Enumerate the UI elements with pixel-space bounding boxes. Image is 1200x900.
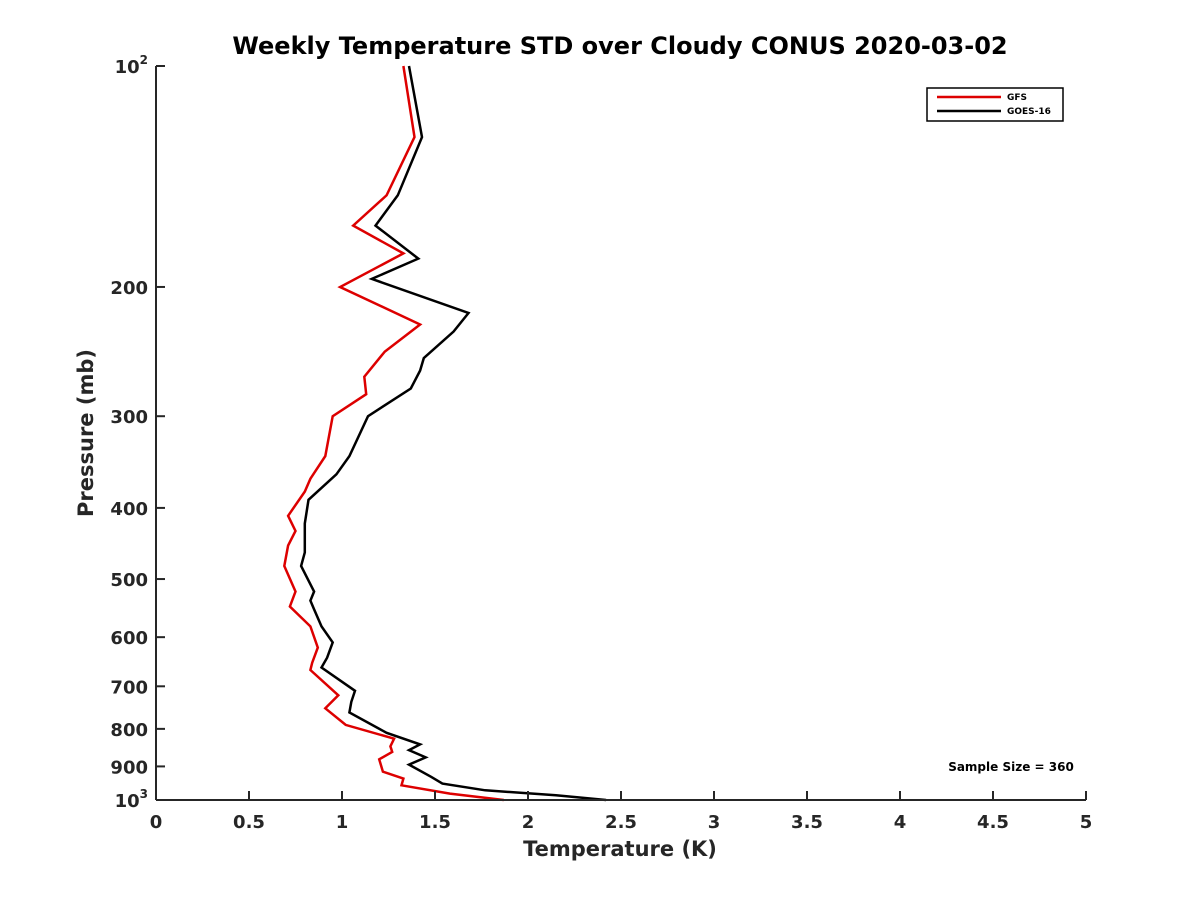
legend-box [926,87,1064,122]
x-tick-label: 0.5 [233,812,265,833]
y-axis-label: Pressure (mb) [74,349,98,517]
legend-label: GOES-16 [1007,107,1051,117]
x-tick-label: 5 [1080,812,1093,833]
y-tick-label: 600 [110,628,148,649]
chart-title: Weekly Temperature STD over Cloudy CONUS… [232,32,1007,60]
x-tick-label: 2.5 [605,812,637,833]
y-tick-label: 102 [115,53,148,78]
sample-size-annotation: Sample Size = 360 [948,760,1074,774]
x-tick-label: 3.5 [791,812,823,833]
y-tick-label: 400 [110,499,148,520]
x-tick-label: 4 [894,812,907,833]
y-tick-label: 800 [110,720,148,741]
legend-label: GFS [1007,93,1027,103]
y-tick-label: 200 [110,278,148,299]
series-line-goes-16 [299,65,607,802]
x-tick-label: 4.5 [977,812,1009,833]
x-tick-label: 1 [336,812,349,833]
x-tick-label: 0 [150,812,163,833]
x-tick-label: 3 [708,812,721,833]
y-tick-label: 900 [110,757,148,778]
y-tick-label: 300 [110,407,148,428]
series-layer [283,65,607,802]
x-axis-label: Temperature (K) [523,837,717,861]
axes-layer: 0 0.5 1 1.5 2 2.5 3 3.5 4 4.5 5 102 200 300 400 500 600 7… [110,53,1092,833]
y-tick-label: 700 [110,677,148,698]
series-line-gfs [283,65,504,802]
y-tick-label: 103 [115,787,148,812]
x-tick-label: 1.5 [419,812,451,833]
x-tick-label: 2 [522,812,535,833]
y-tick-label: 500 [110,570,148,591]
legend: GFS GOES-16 [926,87,1064,122]
